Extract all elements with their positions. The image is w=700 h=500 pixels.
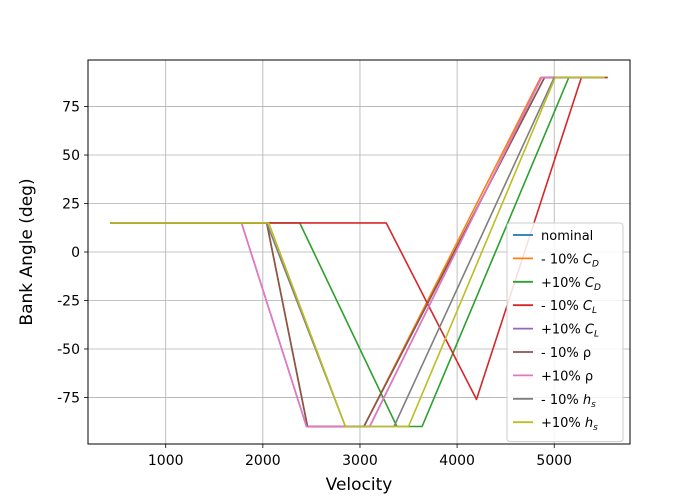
legend-entry-label: +10% ρ [541, 369, 593, 384]
legend-entry-label: nominal [541, 229, 593, 244]
legend-entry-label: - 10% CD [541, 252, 599, 269]
legend-entry-label: +10% CD [541, 276, 601, 293]
series-layer [110, 76, 608, 428]
y-tick-label: -25 [57, 293, 80, 309]
x-tick-label: 1000 [148, 453, 184, 469]
y-tick-label: 50 [62, 148, 80, 164]
legend-entry-label: - 10% hs [541, 393, 596, 410]
y-tick-label: 25 [62, 197, 80, 213]
legend-entry-label: +10% hs [541, 416, 598, 433]
y-axis-label: Bank Angle (deg) [17, 178, 37, 325]
x-tick-label: 5000 [536, 453, 572, 469]
legend-entry-label: +10% CL [541, 323, 599, 340]
series-line-8 [110, 76, 605, 428]
x-tick-label: 3000 [342, 453, 378, 469]
axis-ticks: 1000 2000 3000 4000 5000 -75 -50 -25 0 25 50 75 [57, 100, 572, 469]
legend-entry-label: - 10% ρ [541, 346, 591, 361]
y-tick-label: 75 [62, 100, 80, 116]
legend-entry-label: - 10% CL [541, 299, 597, 316]
y-tick-label: -75 [57, 390, 80, 406]
x-axis-label: Velocity [326, 475, 393, 495]
y-tick-label: -50 [57, 342, 80, 358]
y-tick-label: 0 [71, 245, 80, 261]
x-tick-label: 2000 [245, 453, 281, 469]
legend-frame [506, 222, 624, 443]
legend: nominal - 10% CD +10% CD - 10% CL +10% CL - 1… [506, 222, 624, 443]
x-tick-label: 4000 [439, 453, 475, 469]
